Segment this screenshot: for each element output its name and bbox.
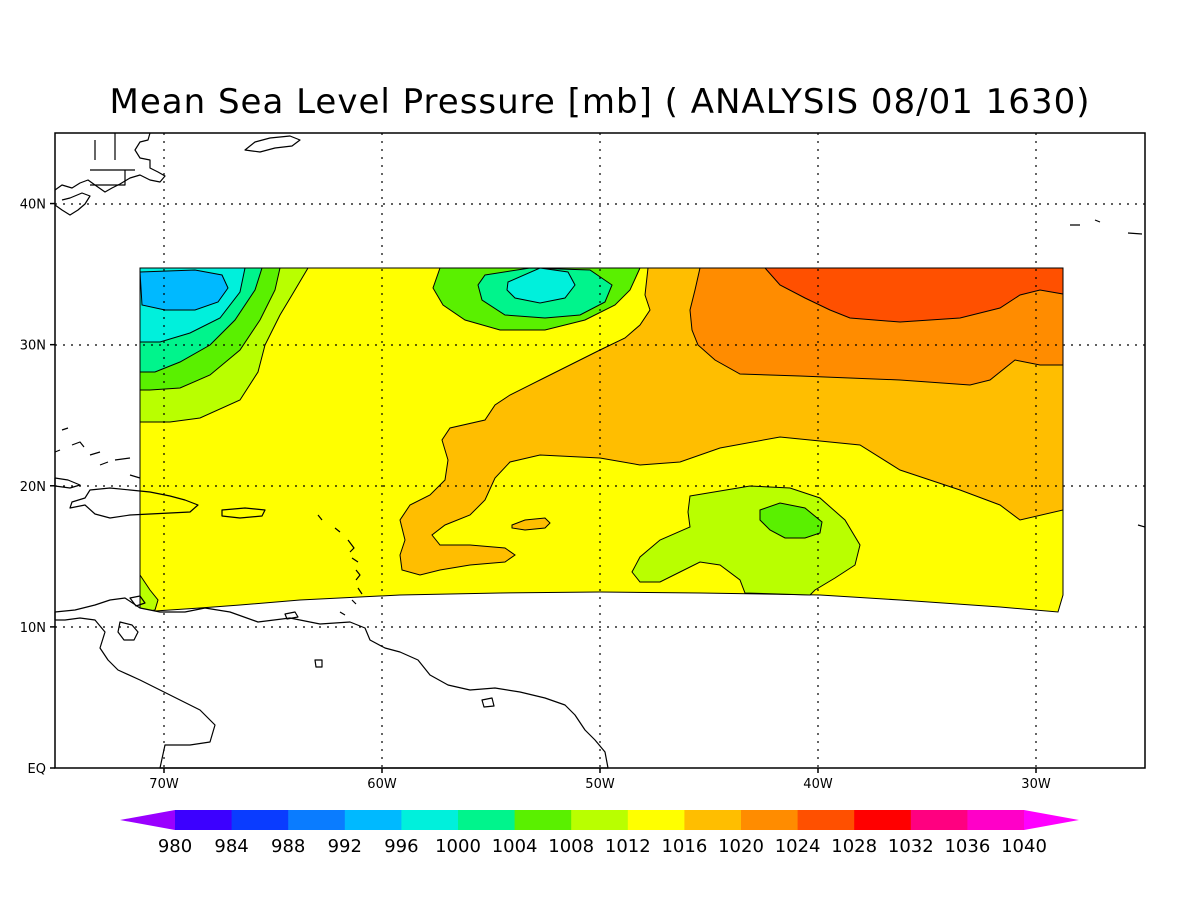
lat-tick-label: 40N xyxy=(20,198,46,213)
contour-fill-se-1004 xyxy=(759,502,823,539)
colorbar-swatch xyxy=(288,810,346,830)
north-america-coast xyxy=(54,132,166,216)
longitude-axis: 70W 60W 50W 40W 30W xyxy=(149,768,1051,792)
contour-fill-1016-blob xyxy=(511,517,551,531)
bahamas-coast xyxy=(54,427,141,479)
lon-tick-label: 60W xyxy=(367,777,397,792)
colorbar-swatch xyxy=(910,810,968,830)
colorbar-label: 980 xyxy=(158,836,192,857)
lon-tick-label: 70W xyxy=(149,777,179,792)
puerto-rico-coast xyxy=(221,507,266,519)
colorbar-label: 1028 xyxy=(831,836,877,857)
lon-tick-label: 30W xyxy=(1021,777,1051,792)
colorbar-swatch xyxy=(401,810,459,830)
hispaniola-coast xyxy=(69,487,199,519)
colorbar-label: 1020 xyxy=(718,836,764,857)
colorbar-label: 1004 xyxy=(492,836,538,857)
lat-tick-label: EQ xyxy=(28,762,46,777)
colorbar-swatch xyxy=(344,810,402,830)
lat-tick-label: 30N xyxy=(20,339,46,354)
colorbar-label: 996 xyxy=(384,836,418,857)
map-plot-area: 70W 60W 50W 40W 30W EQ 10N 20N 30N 40N xyxy=(20,132,1146,792)
colorbar-label: 1040 xyxy=(1001,836,1047,857)
colorbar-swatch xyxy=(627,810,685,830)
lat-tick-label: 20N xyxy=(20,480,46,495)
colorbar-label: 992 xyxy=(328,836,362,857)
colorbar-label: 984 xyxy=(214,836,248,857)
colorbar-label: 1024 xyxy=(775,836,821,857)
colorbar: 980 984 988 992 996 1000 1004 1008 1012 1016 1020 1… xyxy=(120,810,1079,857)
colorbar-swatch xyxy=(514,810,572,830)
venezuela-islands xyxy=(129,595,495,708)
colorbar-swatch xyxy=(231,810,289,830)
contour-fill-1024 xyxy=(763,267,1064,323)
nova-scotia-coast xyxy=(244,135,301,153)
pressure-field xyxy=(139,267,1064,613)
map-title: Mean Sea Level Pressure [mb] ( ANALYSIS … xyxy=(110,82,1091,122)
contour-fill-cn-1000 xyxy=(506,267,576,304)
colorbar-swatch xyxy=(684,810,742,830)
colorbar-label: 1008 xyxy=(548,836,594,857)
colorbar-label: 1032 xyxy=(888,836,934,857)
lake-maracaibo xyxy=(117,621,139,641)
colorbar-swatch xyxy=(741,810,799,830)
lon-tick-label: 40W xyxy=(803,777,833,792)
lon-tick-label: 50W xyxy=(585,777,615,792)
colorbar-swatch xyxy=(797,810,855,830)
us-border-detail xyxy=(90,133,135,186)
colorbar-label: 1012 xyxy=(605,836,651,857)
colorbar-over-triangle xyxy=(1024,810,1079,830)
colorbar-label: 1036 xyxy=(944,836,990,857)
latitude-axis: EQ 10N 20N 30N 40N xyxy=(20,198,55,777)
colorbar-label: 1000 xyxy=(435,836,481,857)
colorbar-swatch xyxy=(854,810,912,830)
coastlines xyxy=(54,132,1146,769)
lat-tick-label: 10N xyxy=(20,621,46,636)
colorbar-swatch xyxy=(175,810,233,830)
colorbar-swatch xyxy=(571,810,629,830)
colorbar-label: 988 xyxy=(271,836,305,857)
contour-fill-nw-992 xyxy=(139,269,229,311)
south-america-coast xyxy=(54,597,609,769)
colorbar-swatch xyxy=(458,810,516,830)
colorbar-under-triangle xyxy=(120,810,175,830)
colorbar-swatch xyxy=(967,810,1025,830)
gridlines xyxy=(55,133,1145,768)
lesser-antilles-coast xyxy=(317,514,363,616)
azores-coast xyxy=(1070,219,1146,528)
colorbar-label: 1016 xyxy=(661,836,707,857)
